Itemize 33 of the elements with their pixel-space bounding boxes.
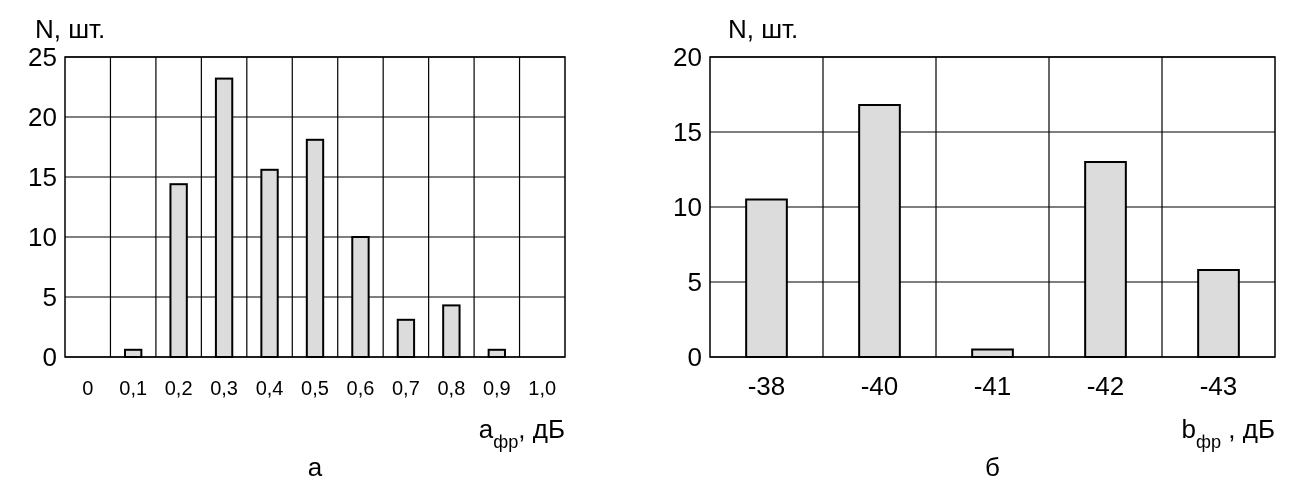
y-tick-label: 0	[42, 342, 57, 373]
x-tick-label: -41	[973, 371, 1012, 401]
x-axis-title: b$_{фр}$ , дБ	[1181, 414, 1275, 452]
y-tick-label: 0	[687, 342, 702, 373]
y-tick-label: 10	[28, 222, 57, 253]
x-tick-label: 0,4	[255, 377, 284, 399]
y-axis-title: N, шт.	[728, 14, 799, 44]
x-tick-label: 0	[82, 377, 94, 399]
y-tick-label: 15	[673, 117, 702, 148]
y-tick-label: 5	[42, 282, 57, 313]
x-tick-label: 0,8	[437, 377, 466, 399]
text: а	[307, 452, 323, 482]
x-tick-label: 0,2	[164, 377, 193, 399]
text: б	[985, 452, 1000, 482]
y-tick-label: 5	[687, 267, 702, 298]
x-tick-label: 0,1	[119, 377, 148, 399]
x-tick-label: 0,3	[210, 377, 238, 399]
x-tick-label: 0,9	[482, 377, 511, 399]
x-tick-label: 0,6	[346, 377, 375, 399]
x-tick-label: -43	[1199, 371, 1238, 401]
x-tick-label: 0,5	[301, 377, 329, 399]
x-tick-label: 1,0	[528, 377, 557, 399]
y-tick-label: 20	[28, 102, 57, 133]
y-axis-title: N, шт.	[35, 14, 106, 44]
x-tick-label: 0,7	[392, 377, 420, 399]
y-tick-label: 15	[28, 162, 57, 193]
x-tick-label: -38	[747, 371, 786, 401]
y-tick-label: 10	[673, 192, 702, 223]
x-axis-title: a$_{фр}$, дБ	[478, 414, 565, 452]
x-tick-label: -42	[1086, 371, 1125, 401]
x-tick-label: -40	[860, 371, 899, 401]
y-tick-label: 20	[673, 42, 702, 73]
y-tick-label: 25	[28, 42, 57, 73]
